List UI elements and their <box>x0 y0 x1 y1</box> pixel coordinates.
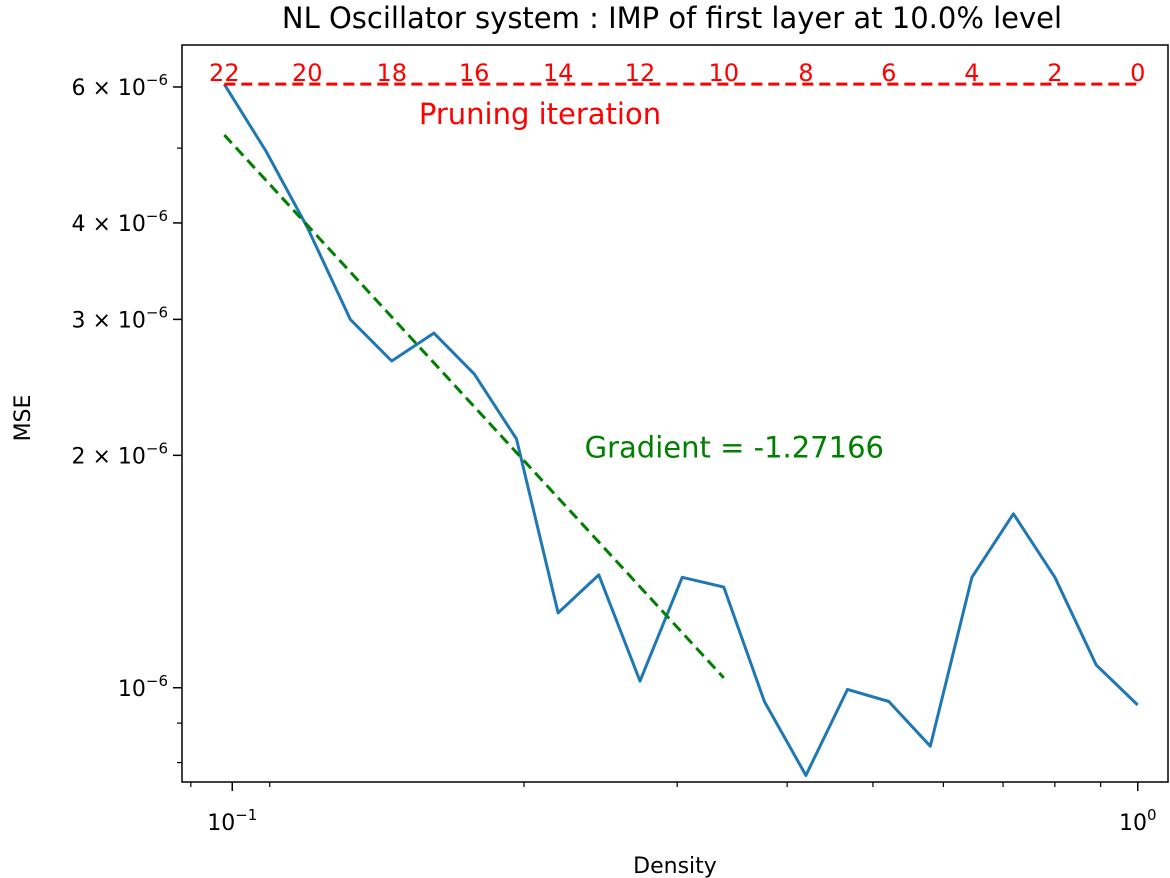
y-tick-label: 6 × 10−6 <box>71 71 168 101</box>
pruning-iteration-tick-label: 4 <box>964 59 979 87</box>
x-tick-label: 10−1 <box>207 806 257 836</box>
y-tick-label: 2 × 10−6 <box>71 439 168 469</box>
chart-title: NL Oscillator system : IMP of first laye… <box>282 1 1062 35</box>
pruning-iteration-tick-label: 8 <box>798 59 813 87</box>
pruning-iteration-label: Pruning iteration <box>419 97 661 131</box>
pruning-iteration-tick-label: 10 <box>709 59 740 87</box>
pruning-iteration-tick-label: 20 <box>292 59 323 87</box>
pruning-iteration-tick-label: 0 <box>1130 59 1145 87</box>
y-axis-label: MSE <box>11 395 36 442</box>
y-tick-label: 3 × 10−6 <box>71 303 168 333</box>
y-tick-label: 10−6 <box>118 672 168 702</box>
x-tick-label: 100 <box>1119 806 1157 836</box>
pruning-iteration-tick-label: 12 <box>625 59 656 87</box>
plot-area-frame <box>181 44 1169 783</box>
pruning-iteration-tick-label: 18 <box>376 59 407 87</box>
gradient-fit-line <box>223 133 725 679</box>
y-tick-label: 4 × 10−6 <box>71 207 168 237</box>
gradient-annotation: Gradient = -1.27166 <box>585 430 884 464</box>
pruning-iteration-tick-label: 14 <box>543 59 574 87</box>
pruning-iteration-tick-label: 16 <box>459 59 490 87</box>
pruning-iteration-tick-label: 2 <box>1047 59 1062 87</box>
pruning-iteration-tick-label: 22 <box>209 59 240 87</box>
mse-line <box>223 83 1139 777</box>
x-axis-label: Density <box>633 854 717 878</box>
pruning-iteration-tick-label: 6 <box>881 59 896 87</box>
